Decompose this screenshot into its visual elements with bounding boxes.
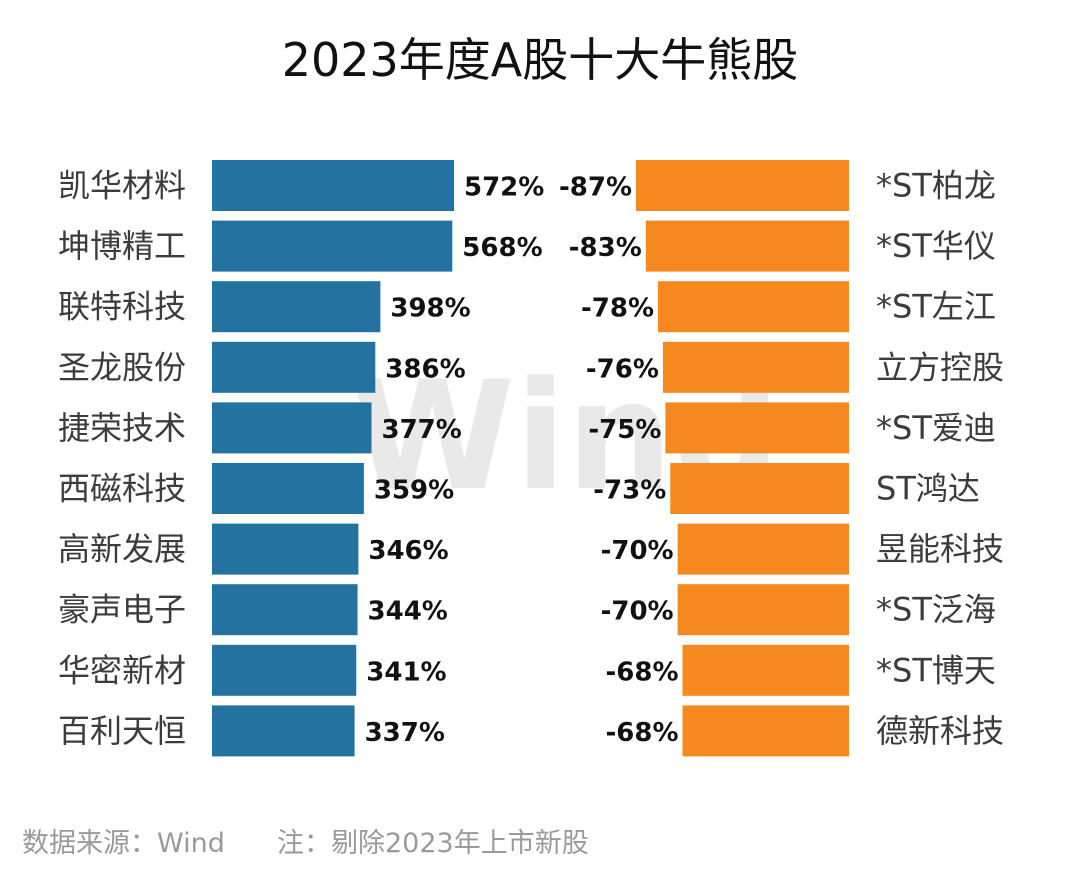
note-text: 注：剔除2023年上市新股: [277, 828, 589, 859]
bear-category-label: *ST华仪: [876, 227, 996, 265]
bear-value-label: -70%: [601, 536, 674, 566]
bear-bar: [636, 160, 849, 211]
bull-category-label: 西磁科技: [58, 470, 186, 508]
bear-value-label: -68%: [605, 718, 678, 748]
bull-value-label: 344%: [368, 597, 448, 627]
bear-bar: [682, 644, 849, 696]
bear-series: -87% *ST柏龙 -83% *ST华仪 -78% *ST左江 -76% 立方控股 -75% *…: [559, 160, 1004, 757]
bull-value-label: 341%: [366, 657, 446, 687]
bear-value-label: -78%: [581, 294, 654, 324]
bear-value-label: -68%: [605, 657, 678, 687]
bull-series: 凯华材料 572% 坤博精工 568% 联特科技 398% 圣龙股份 386% 捷荣技术 377%…: [58, 160, 544, 757]
bull-bar: [212, 341, 376, 393]
bull-category-label: 高新发展: [58, 530, 186, 568]
bull-category-label: 捷荣技术: [58, 409, 186, 447]
bull-bar: [212, 220, 453, 272]
bear-category-label: ST鸿达: [876, 470, 980, 508]
bear-category-label: *ST左江: [876, 288, 996, 326]
bull-category-label: 圣龙股份: [58, 348, 186, 386]
bear-bar: [682, 705, 849, 757]
bear-value-label: -75%: [588, 415, 661, 445]
bear-value-label: -73%: [593, 476, 666, 506]
chart-title: 2023年度A股十大牛熊股: [282, 33, 799, 87]
bear-category-label: 昱能科技: [876, 530, 1004, 568]
bull-value-label: 568%: [462, 233, 542, 263]
bear-category-label: 德新科技: [876, 712, 1004, 750]
bear-bar: [658, 281, 849, 333]
bear-bar: [677, 584, 849, 636]
bull-bar: [212, 402, 372, 454]
bull-category-label: 联特科技: [58, 288, 186, 326]
bull-bar: [212, 281, 381, 333]
bull-bar: [212, 644, 357, 696]
bull-value-label: 359%: [374, 476, 454, 506]
bear-bar: [665, 402, 849, 454]
bull-value-label: 572%: [464, 173, 544, 203]
source-text: 数据来源：Wind: [22, 828, 225, 859]
bull-value-label: 377%: [382, 415, 462, 445]
bull-value-label: 337%: [365, 718, 445, 748]
bull-category-label: 豪声电子: [58, 591, 186, 629]
bear-bar: [645, 220, 849, 272]
bear-value-label: -87%: [559, 173, 632, 203]
bull-category-label: 凯华材料: [58, 167, 186, 205]
bull-bar: [212, 584, 358, 636]
bull-value-label: 346%: [368, 536, 448, 566]
bear-category-label: *ST泛海: [876, 591, 996, 629]
bull-bar: [212, 523, 359, 575]
bear-bar: [662, 341, 849, 393]
bull-category-label: 百利天恒: [58, 712, 186, 750]
bull-category-label: 坤博精工: [58, 227, 186, 265]
bear-category-label: *ST博天: [876, 651, 996, 689]
bear-category-label: 立方控股: [876, 348, 1004, 386]
bull-value-label: 386%: [385, 354, 465, 384]
bull-value-label: 398%: [390, 294, 470, 324]
bull-bar: [212, 705, 355, 757]
bear-bar: [677, 523, 849, 575]
bull-bar: [212, 160, 454, 211]
bear-value-label: -76%: [586, 354, 659, 384]
bull-category-label: 华密新材: [58, 651, 186, 689]
bear-category-label: *ST柏龙: [876, 167, 996, 205]
bull-bar: [212, 463, 364, 514]
bear-bar: [670, 463, 849, 514]
bear-category-label: *ST爱迪: [876, 409, 996, 447]
bear-value-label: -70%: [601, 597, 674, 627]
bear-value-label: -83%: [569, 233, 642, 263]
